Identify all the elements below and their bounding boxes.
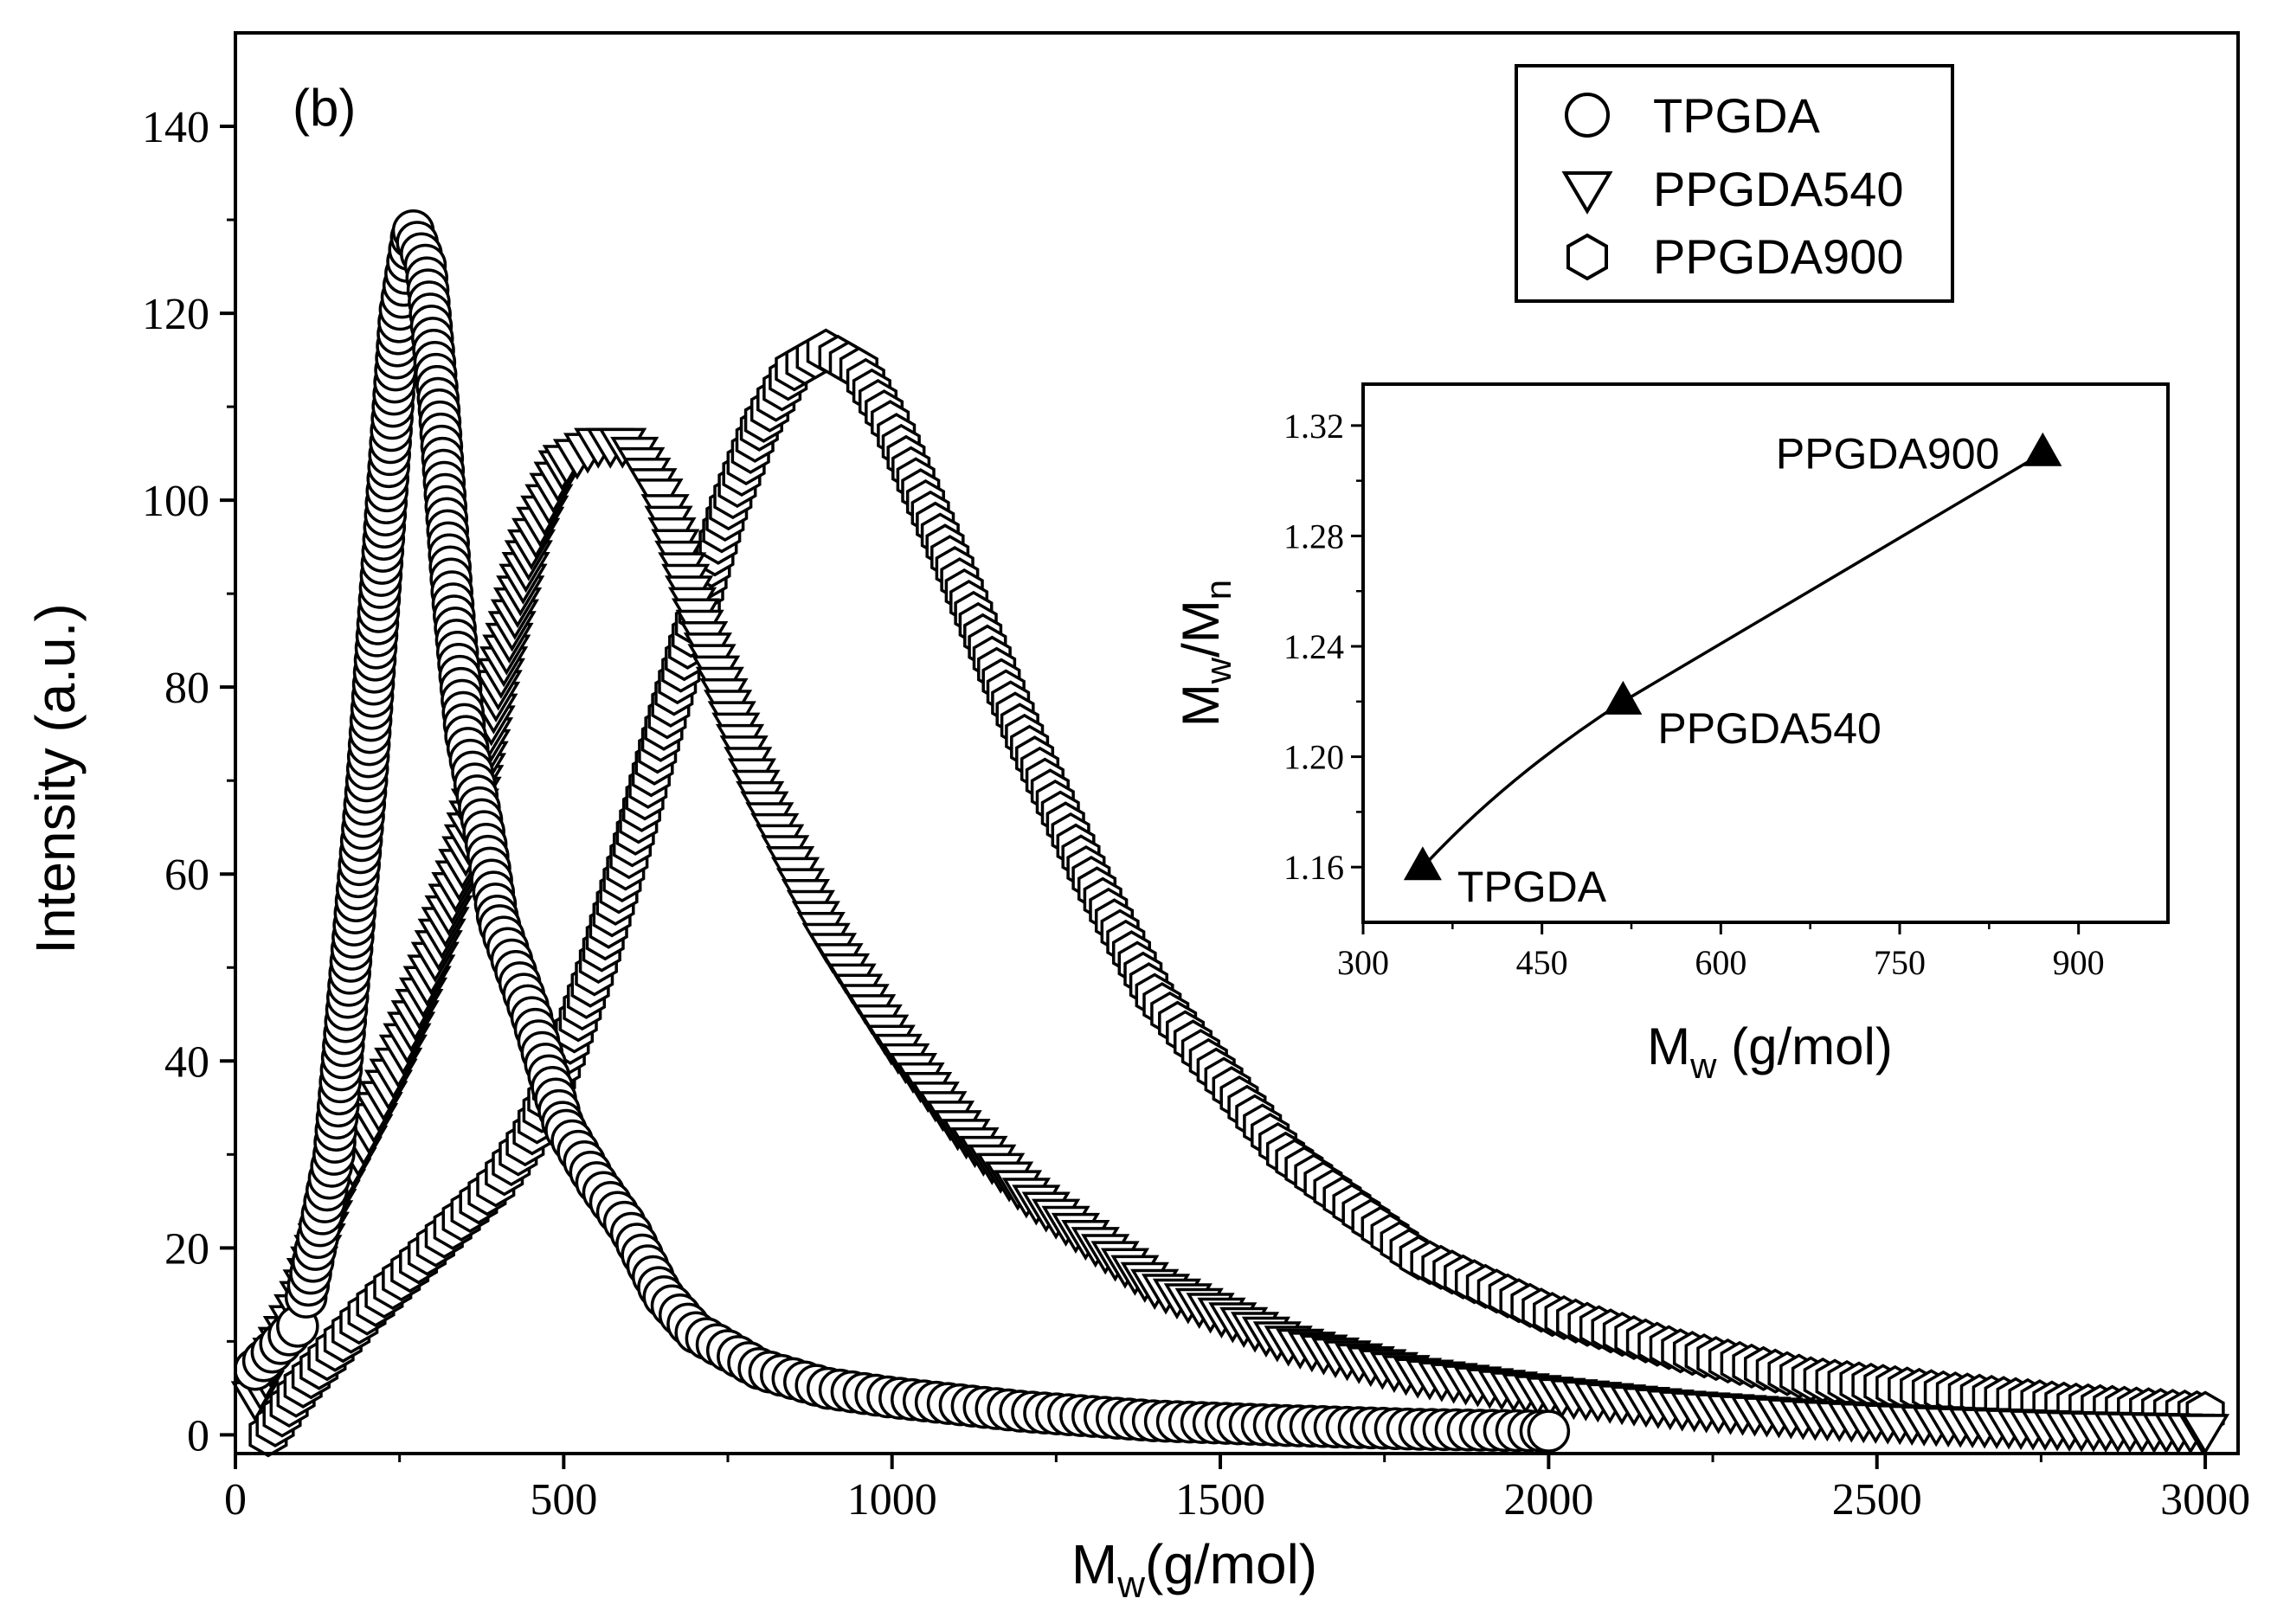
inset-x-tick-label: 600 — [1695, 943, 1746, 982]
main-plot-axes: 0 500 1000 1500 2000 2500 3000 0 20 40 60 80 100 120 1… — [142, 31, 2250, 1525]
legend-label-ppgda900: PPGDA900 — [1653, 229, 1904, 284]
inset-y-tick-label: 1.20 — [1283, 738, 1344, 777]
panel-label: (b) — [293, 79, 356, 137]
inset-y-tick-label: 1.28 — [1283, 517, 1344, 555]
inset-x-axis-title: Mw (g/mol) — [1647, 1017, 1893, 1086]
main-x-tick-label: 1000 — [847, 1475, 937, 1525]
main-x-tick-label: 2500 — [1832, 1475, 1922, 1525]
tpgda-point — [1527, 1409, 1571, 1453]
main-y-tick-label: 60 — [164, 851, 209, 900]
main-x-tick-label: 500 — [530, 1475, 597, 1525]
legend-label-tpgda: TPGDA — [1653, 88, 1821, 143]
inset-y-tick-label: 1.16 — [1283, 848, 1344, 887]
inset-annotation-ppgda900: PPGDA900 — [1776, 430, 1999, 478]
inset-y-tick-label: 1.32 — [1283, 407, 1344, 446]
main-plot-frame — [234, 31, 2240, 1455]
inset-plot: 300 450 600 750 900 1.16 1.20 1.24 1.28 1.32 TPGD… — [1172, 382, 2170, 1086]
main-y-axis-title: Intensity (a.u.) — [24, 603, 87, 954]
main-x-axis-title-sub: w — [1116, 1563, 1145, 1606]
inset-x-tick-label: 300 — [1337, 943, 1389, 982]
main-y-tick-label: 40 — [164, 1037, 209, 1087]
main-y-tick-label: 0 — [187, 1411, 209, 1460]
main-x-axis-title-rest: (g/mol) — [1145, 1533, 1317, 1595]
inset-trend-line — [1421, 452, 2044, 869]
inset-x-tick-label: 750 — [1874, 943, 1926, 982]
inset-y-axis-title-a-sub: w — [1198, 657, 1238, 684]
inset-series: TPGDA PPGDA540 PPGDA900 — [1403, 430, 2062, 911]
main-x-tick-label: 2000 — [1503, 1475, 1593, 1525]
inset-x-tick-label: 900 — [2053, 943, 2105, 982]
main-y-tick-label: 120 — [142, 290, 209, 339]
main-y-tick-label: 100 — [142, 477, 209, 526]
inset-x-axis-title-main: M — [1647, 1017, 1690, 1075]
inset-y-axis-title-a: M — [1172, 684, 1230, 727]
main-x-tick-label: 1500 — [1175, 1475, 1265, 1525]
main-y-tick-label: 20 — [164, 1224, 209, 1274]
main-y-tick-label: 140 — [142, 103, 209, 152]
legend-marker-hexagon — [1566, 233, 1608, 281]
main-x-axis-title: Mw(g/mol) — [1071, 1533, 1317, 1606]
inset-x-axis-title-rest: (g/mol) — [1716, 1017, 1892, 1075]
inset-annotation-ppgda540: PPGDA540 — [1657, 704, 1881, 753]
inset-y-axis-title-sep: /M — [1172, 600, 1230, 658]
series-tpgda — [234, 209, 1571, 1453]
inset-y-axis-title-b-sub: n — [1198, 580, 1238, 600]
inset-x-tick-label: 450 — [1516, 943, 1568, 982]
inset-axes: 300 450 600 750 900 1.16 1.20 1.24 1.28 1.32 — [1283, 407, 2105, 982]
main-y-tick-label: 80 — [164, 664, 209, 713]
main-plot-series — [230, 209, 2230, 1458]
main-x-tick-label: 0 — [224, 1475, 247, 1525]
ppgda540-point — [2180, 1414, 2230, 1455]
legend: TPGDA PPGDA540 PPGDA900 — [1515, 64, 1954, 303]
inset-y-tick-label: 1.24 — [1283, 627, 1344, 666]
main-x-axis-title-main: M — [1071, 1533, 1117, 1595]
series-ppgda900 — [248, 328, 2225, 1458]
inset-y-axis-title: Mw/Mn — [1172, 580, 1238, 727]
inset-point-tpgda — [1403, 846, 1442, 881]
legend-label-ppgda540: PPGDA540 — [1653, 162, 1904, 216]
main-x-tick-label: 3000 — [2160, 1475, 2250, 1525]
inset-point-ppgda900 — [2023, 432, 2062, 466]
legend-marker-triangle — [1561, 171, 1613, 215]
inset-x-axis-title-sub: w — [1689, 1045, 1717, 1086]
inset-point-ppgda540 — [1604, 680, 1643, 715]
inset-annotation-tpgda: TPGDA — [1457, 863, 1607, 911]
inset-frame — [1361, 382, 2170, 924]
legend-marker-circle — [1565, 93, 1610, 138]
